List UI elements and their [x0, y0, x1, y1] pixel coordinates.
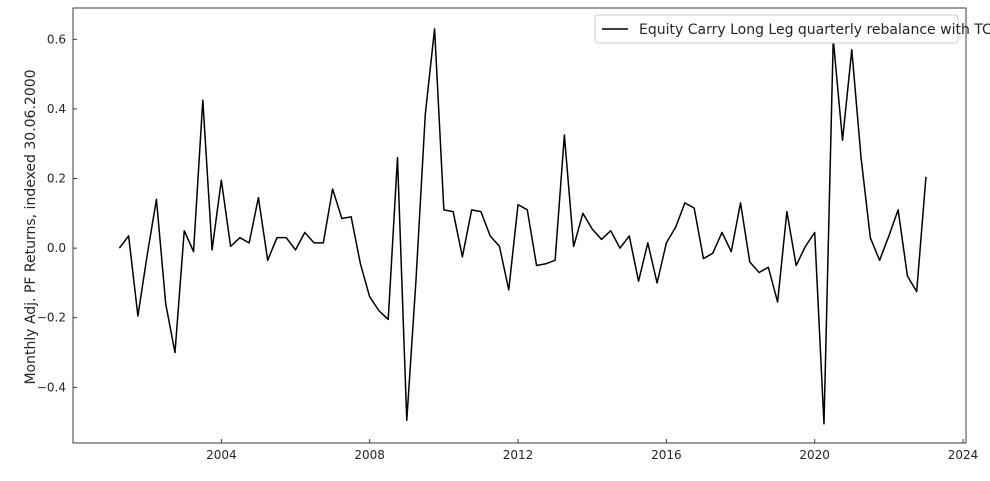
y-tick-label: 0.2 [47, 172, 66, 186]
x-tick-label: 2004 [206, 448, 237, 462]
x-tick-label: 2008 [354, 448, 385, 462]
x-tick-label: 2024 [948, 448, 979, 462]
series-line [118, 28, 927, 425]
series-lines [118, 28, 927, 425]
legend: Equity Carry Long Leg quarterly rebalanc… [594, 14, 990, 44]
legend-label: Equity Carry Long Leg quarterly rebalanc… [639, 22, 990, 38]
y-tick-label: −0.2 [37, 311, 66, 325]
legend-box [594, 14, 959, 44]
x-tick-label: 2020 [799, 448, 830, 462]
x-axis-ticks: 2004 2008 2012 2016 2020 2024 [206, 439, 978, 462]
y-axis-ticks: −0.4 −0.2 0.0 0.2 0.4 0.6 [37, 32, 77, 394]
x-tick-label: 2016 [651, 448, 682, 462]
plot-frame [72, 7, 967, 444]
y-tick-label: 0.4 [47, 102, 66, 116]
y-tick-label: 0.0 [47, 241, 66, 255]
y-tick-label: 0.6 [47, 32, 66, 46]
plot-area [72, 7, 967, 444]
y-tick-label: −0.4 [37, 380, 66, 394]
x-tick-label: 2012 [503, 448, 534, 462]
y-axis-label: Monthly Adj. PF Returns, indexed 30.06.2… [23, 69, 39, 384]
